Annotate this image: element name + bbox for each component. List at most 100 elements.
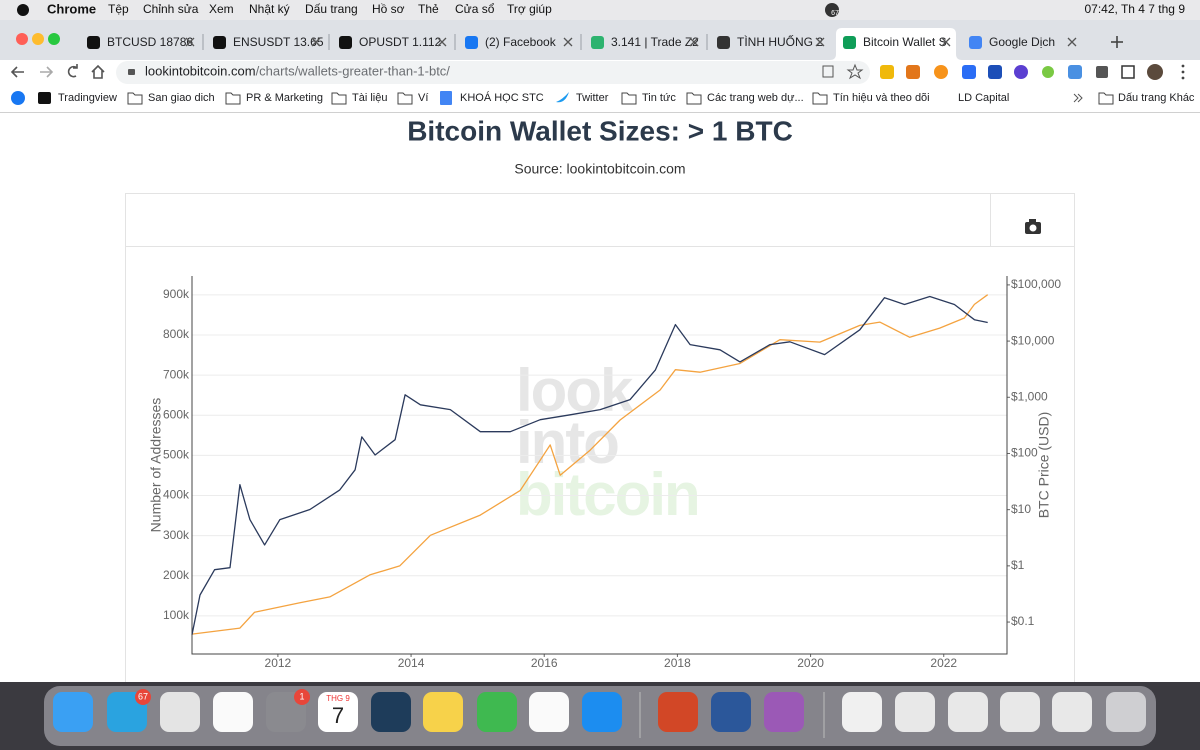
- tab-favicon: [843, 36, 856, 49]
- dock-icon[interactable]: [1000, 692, 1040, 732]
- address-bar[interactable]: [116, 61, 870, 84]
- status-icon[interactable]: [825, 3, 839, 17]
- tab-close[interactable]: [1067, 37, 1077, 47]
- dock-icon[interactable]: [658, 692, 698, 732]
- notification-badge: [135, 689, 151, 705]
- tab-close[interactable]: [941, 37, 951, 47]
- dock-icon[interactable]: [529, 692, 569, 732]
- dock-icon[interactable]: [948, 692, 988, 732]
- bookmark-icon: [38, 92, 51, 104]
- tab-title[interactable]: 3.141 | Trade Z2: [611, 35, 699, 49]
- dock-icon[interactable]: [318, 692, 358, 732]
- y2-tick-label: $1: [1011, 558, 1025, 572]
- bookmark[interactable]: Tín hiệu và theo dõi: [833, 92, 930, 104]
- bookmark[interactable]: LD Capital: [958, 92, 1009, 104]
- tab-close[interactable]: [437, 37, 447, 47]
- y-tick-label: 600k: [163, 407, 190, 421]
- x-tick-label: 2020: [797, 656, 824, 670]
- close-window[interactable]: [16, 33, 28, 45]
- dock-icon[interactable]: [711, 692, 751, 732]
- camera-button[interactable]: [1025, 219, 1041, 234]
- dock-icon[interactable]: [53, 692, 93, 732]
- menu-item[interactable]: Chỉnh sửa: [143, 2, 199, 16]
- menu-item[interactable]: Tệp: [108, 2, 129, 16]
- tab-close[interactable]: [311, 37, 321, 47]
- x-tick-label: 2016: [531, 656, 558, 670]
- bookmark[interactable]: KHOÁ HỌC STC: [460, 91, 544, 104]
- calendar-month: THG 9: [326, 694, 350, 703]
- dock-icon[interactable]: [764, 692, 804, 732]
- bookmark[interactable]: Tradingview: [58, 92, 117, 104]
- dock-icon[interactable]: [213, 692, 253, 732]
- tab-close[interactable]: [185, 37, 195, 47]
- tab-favicon: [591, 36, 604, 49]
- apple-logo[interactable]: [17, 4, 29, 16]
- y-tick-label: 200k: [163, 568, 190, 582]
- active-tab[interactable]: [830, 28, 962, 60]
- zoom-window[interactable]: [48, 33, 60, 45]
- tab-title[interactable]: Google Dịch: [989, 35, 1055, 49]
- dock-icon[interactable]: [895, 692, 935, 732]
- tab-close[interactable]: [815, 37, 825, 47]
- tab-title[interactable]: Bitcoin Wallet S: [863, 35, 947, 49]
- menu-item[interactable]: Cửa sổ: [455, 2, 495, 16]
- menu-item[interactable]: Dấu trang: [305, 2, 358, 16]
- menu-item[interactable]: Nhật ký: [249, 2, 290, 16]
- notification-badge: [294, 689, 310, 705]
- y-tick-label: 800k: [163, 327, 190, 341]
- tab-title[interactable]: (2) Facebook: [485, 35, 557, 49]
- y-tick-label: 400k: [163, 488, 190, 502]
- bookmark[interactable]: Tin tức: [642, 92, 676, 104]
- dock-icon[interactable]: [1052, 692, 1092, 732]
- dock-icon[interactable]: [477, 692, 517, 732]
- bookmark[interactable]: PR & Marketing: [246, 92, 323, 104]
- tab-close[interactable]: [689, 37, 699, 47]
- tab-close[interactable]: [563, 37, 573, 47]
- y-tick-label: 500k: [163, 448, 190, 462]
- bookmarks-overflow[interactable]: [1073, 93, 1083, 103]
- dock-icon[interactable]: [423, 692, 463, 732]
- clock[interactable]: 07:42, Th 4 7 thg 9: [1084, 2, 1185, 16]
- app-name[interactable]: Chrome: [47, 1, 96, 16]
- minimize-window[interactable]: [32, 33, 44, 45]
- y-tick-label: 700k: [163, 367, 190, 381]
- folder-icon: [621, 92, 637, 105]
- menu-item[interactable]: Hồ sơ: [372, 2, 405, 16]
- plot: 100k 200k 300k 400k 500k 600k 700k 800k 900k $0.1…: [148, 276, 1061, 670]
- menu-item[interactable]: Trợ giúp: [507, 2, 552, 16]
- bookmarks-bar: [0, 86, 1200, 112]
- tab-title[interactable]: BTCUSD 18786: [107, 35, 193, 49]
- tab-title[interactable]: ENSUSDT 13.65: [233, 35, 324, 49]
- watermark-word: into: [516, 409, 618, 476]
- y-tick-label: 900k: [163, 287, 190, 301]
- y2-tick-label: $10,000: [1011, 333, 1055, 347]
- y2-tick-label: $100,000: [1011, 277, 1061, 291]
- extensions[interactable]: [822, 63, 1185, 80]
- bookmark[interactable]: Dấu trang Khác: [1118, 92, 1195, 104]
- bookmark[interactable]: Twitter: [576, 92, 609, 104]
- tab-title[interactable]: TÌNH HUỐNG 2: [737, 34, 823, 49]
- facebook-bookmark[interactable]: [11, 91, 25, 105]
- menu-item[interactable]: Thẻ: [418, 2, 439, 16]
- dock-icons: THG 97 67 1: [53, 689, 1146, 738]
- bookmark[interactable]: Các trang web dự...: [707, 92, 804, 104]
- tab-favicon: [717, 36, 730, 49]
- new-tab[interactable]: [1111, 36, 1123, 48]
- bookmark[interactable]: Tài liệu: [352, 92, 387, 104]
- chart-title: Bitcoin Wallet Sizes: > 1 BTC: [407, 115, 793, 146]
- tab-favicon: [213, 36, 226, 49]
- watermark-word: bitcoin: [516, 461, 699, 528]
- menu-item[interactable]: Xem: [209, 2, 234, 16]
- dock-icon[interactable]: [842, 692, 882, 732]
- dock-icon[interactable]: [371, 692, 411, 732]
- tab-favicon: [465, 36, 478, 49]
- dock-icon[interactable]: [160, 692, 200, 732]
- bookmark[interactable]: Ví: [418, 92, 428, 104]
- folder-icon: [331, 92, 347, 105]
- dock-icon[interactable]: [582, 692, 622, 732]
- nav-buttons[interactable]: [10, 64, 105, 79]
- tab-title[interactable]: OPUSDT 1.112: [359, 35, 442, 49]
- dock-icon[interactable]: [1106, 692, 1146, 732]
- bookmark[interactable]: San giao dich: [148, 92, 215, 104]
